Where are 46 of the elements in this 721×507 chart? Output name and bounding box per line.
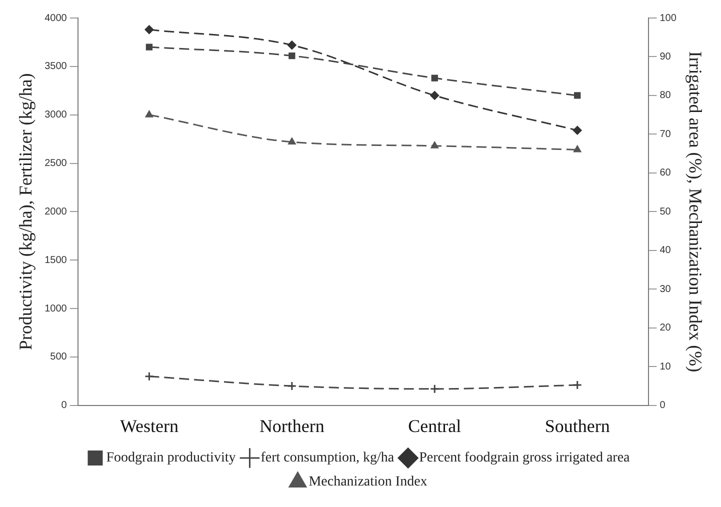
y2-tick-label: 50 — [660, 206, 672, 218]
y2-axis-title: Irrigated area (%), Mechanization Index (%) — [685, 51, 706, 372]
x-tick-label: Southern — [544, 416, 610, 436]
point — [288, 52, 296, 60]
y-tick-label: 1500 — [44, 254, 68, 266]
y2-tick-label: 60 — [660, 168, 672, 179]
point — [572, 126, 582, 135]
point — [287, 40, 296, 50]
point — [430, 384, 440, 394]
point — [431, 74, 438, 82]
y-tick-label: 1000 — [44, 303, 68, 314]
point — [572, 380, 582, 390]
y-tick-label: 3000 — [44, 110, 68, 121]
point — [430, 90, 440, 100]
point — [573, 145, 582, 152]
point — [574, 92, 581, 99]
point — [430, 141, 439, 148]
point — [145, 110, 154, 118]
legend-label: fert consumption, kg/ha — [260, 450, 395, 466]
y-tick-label: 500 — [50, 352, 68, 363]
legend-label: Percent foodgrain gross irrigated area — [419, 450, 631, 466]
y-tick-label: 0 — [61, 400, 68, 412]
y2-tick-label: 70 — [660, 128, 672, 140]
y2-tick-label: 40 — [660, 245, 672, 256]
point — [144, 372, 154, 382]
y2-tick-label: 0 — [660, 400, 666, 412]
y2-tick-label: 90 — [660, 51, 672, 62]
y2-tick-label: 10 — [660, 361, 672, 372]
y2-tick-label: 20 — [660, 322, 672, 334]
y2-tick-label: 30 — [660, 284, 672, 295]
y-tick-label: 4000 — [44, 12, 68, 24]
point — [144, 25, 154, 34]
legend-label: Mechanization Index — [308, 474, 428, 490]
point — [146, 44, 153, 50]
y2-tick-label: 100 — [660, 12, 677, 24]
x-tick-label: Northern — [259, 416, 324, 436]
point — [288, 137, 296, 144]
y-tick-label: 2000 — [44, 206, 68, 218]
y-tick-label: 3500 — [44, 61, 68, 72]
y-axis-title: Productivity (kg/ha), Fertilizer (kg/ha) — [16, 73, 36, 350]
point — [287, 381, 297, 391]
legend-label: Foodgrain productivity — [106, 450, 236, 466]
x-tick-label: Central — [408, 416, 462, 436]
y-tick-label: 2500 — [44, 158, 68, 170]
x-tick-label: Western — [120, 416, 178, 436]
y2-tick-label: 80 — [660, 90, 672, 102]
